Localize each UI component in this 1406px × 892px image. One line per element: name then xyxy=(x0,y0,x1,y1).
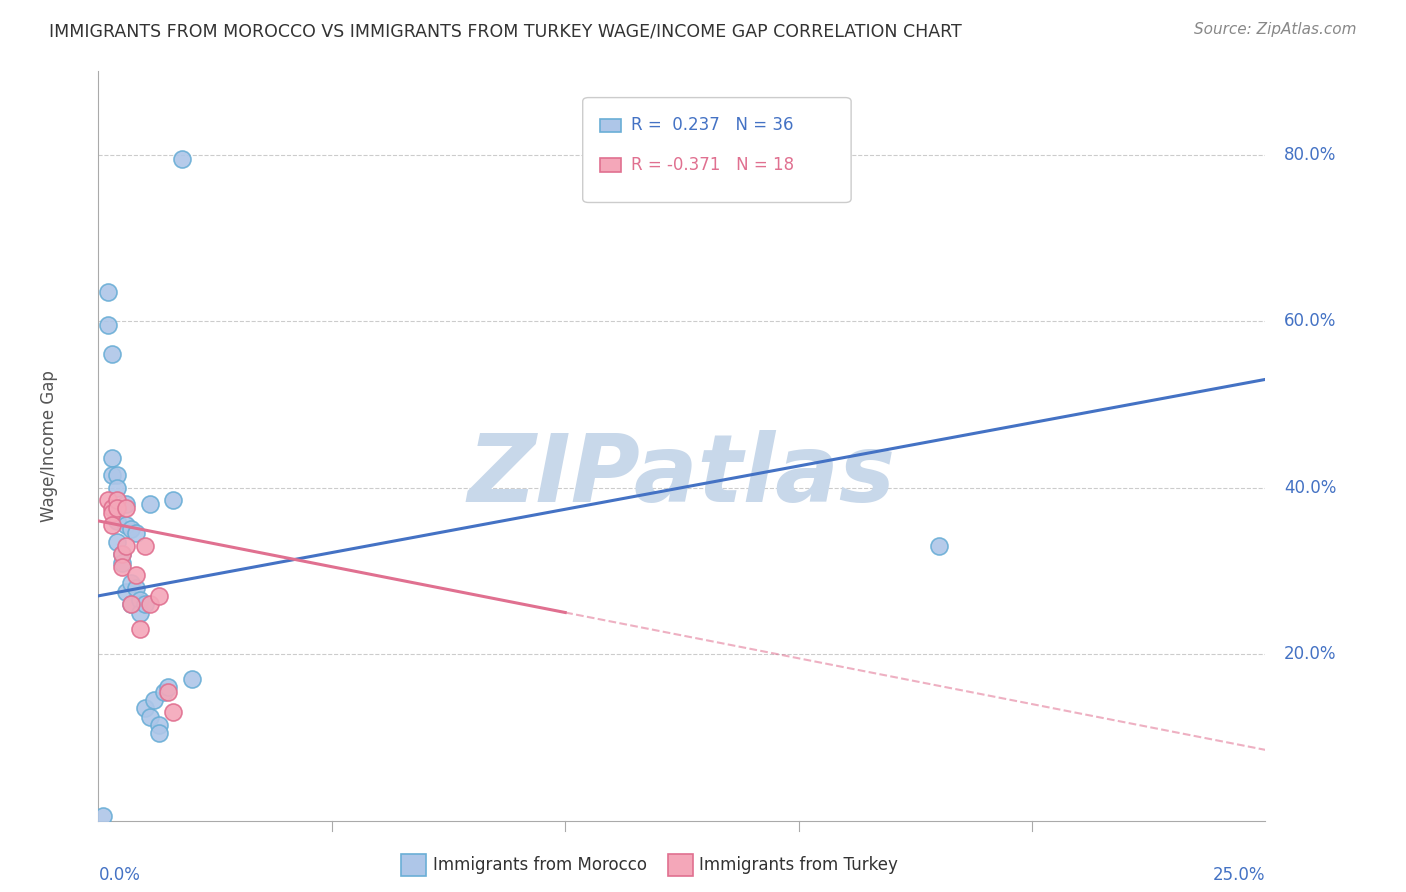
Point xyxy=(120,597,142,611)
Text: IMMIGRANTS FROM MOROCCO VS IMMIGRANTS FROM TURKEY WAGE/INCOME GAP CORRELATION CH: IMMIGRANTS FROM MOROCCO VS IMMIGRANTS FR… xyxy=(49,22,962,40)
Point xyxy=(134,597,156,611)
Text: 60.0%: 60.0% xyxy=(1284,312,1337,330)
Point xyxy=(129,606,152,620)
Point xyxy=(148,726,170,740)
Text: ZIPatlas: ZIPatlas xyxy=(468,430,896,522)
Point xyxy=(97,285,120,299)
Point xyxy=(125,526,148,541)
Point xyxy=(97,493,120,508)
Point xyxy=(143,693,166,707)
Point xyxy=(139,497,162,511)
Text: 0.0%: 0.0% xyxy=(98,866,141,885)
Point xyxy=(101,468,124,483)
Point xyxy=(105,501,128,516)
Point xyxy=(152,684,174,698)
Point xyxy=(111,547,134,561)
Point xyxy=(148,718,170,732)
Bar xyxy=(600,119,621,132)
Point xyxy=(105,481,128,495)
Text: Source: ZipAtlas.com: Source: ZipAtlas.com xyxy=(1194,22,1357,37)
Point xyxy=(101,347,124,361)
Point xyxy=(101,501,124,516)
Text: 20.0%: 20.0% xyxy=(1284,645,1337,663)
Point xyxy=(91,809,114,823)
Point xyxy=(139,709,162,723)
Point xyxy=(180,672,202,686)
Point xyxy=(120,597,142,611)
Point xyxy=(105,493,128,508)
Point xyxy=(105,534,128,549)
Bar xyxy=(600,158,621,172)
Point xyxy=(162,706,184,720)
Point xyxy=(115,539,138,553)
Point xyxy=(172,152,194,166)
Point xyxy=(115,518,138,533)
Point xyxy=(129,593,152,607)
FancyBboxPatch shape xyxy=(582,97,851,202)
Point xyxy=(105,501,128,516)
Point xyxy=(139,597,162,611)
Point xyxy=(120,576,142,591)
Point xyxy=(157,681,180,695)
Point xyxy=(134,539,156,553)
Point xyxy=(115,584,138,599)
Point xyxy=(101,518,124,533)
Point xyxy=(115,501,138,516)
Point xyxy=(125,581,148,595)
Point xyxy=(928,539,950,553)
Point xyxy=(120,522,142,536)
Text: 80.0%: 80.0% xyxy=(1284,145,1337,163)
Text: 25.0%: 25.0% xyxy=(1213,866,1265,885)
Text: Wage/Income Gap: Wage/Income Gap xyxy=(41,370,59,522)
Point xyxy=(105,468,128,483)
Point xyxy=(97,318,120,333)
Text: R = -0.371   N = 18: R = -0.371 N = 18 xyxy=(630,156,794,174)
Point xyxy=(111,547,134,561)
Text: Immigrants from Turkey: Immigrants from Turkey xyxy=(699,856,897,874)
Point xyxy=(125,568,148,582)
Point xyxy=(105,514,128,528)
Point xyxy=(101,451,124,466)
Text: 40.0%: 40.0% xyxy=(1284,479,1337,497)
Point xyxy=(157,684,180,698)
Point xyxy=(111,559,134,574)
Point xyxy=(101,506,124,520)
Point xyxy=(134,701,156,715)
Point xyxy=(111,556,134,570)
Text: Immigrants from Morocco: Immigrants from Morocco xyxy=(433,856,647,874)
Text: R =  0.237   N = 36: R = 0.237 N = 36 xyxy=(630,116,793,135)
Point xyxy=(115,497,138,511)
Point xyxy=(162,493,184,508)
Point xyxy=(148,589,170,603)
Point xyxy=(129,622,152,636)
